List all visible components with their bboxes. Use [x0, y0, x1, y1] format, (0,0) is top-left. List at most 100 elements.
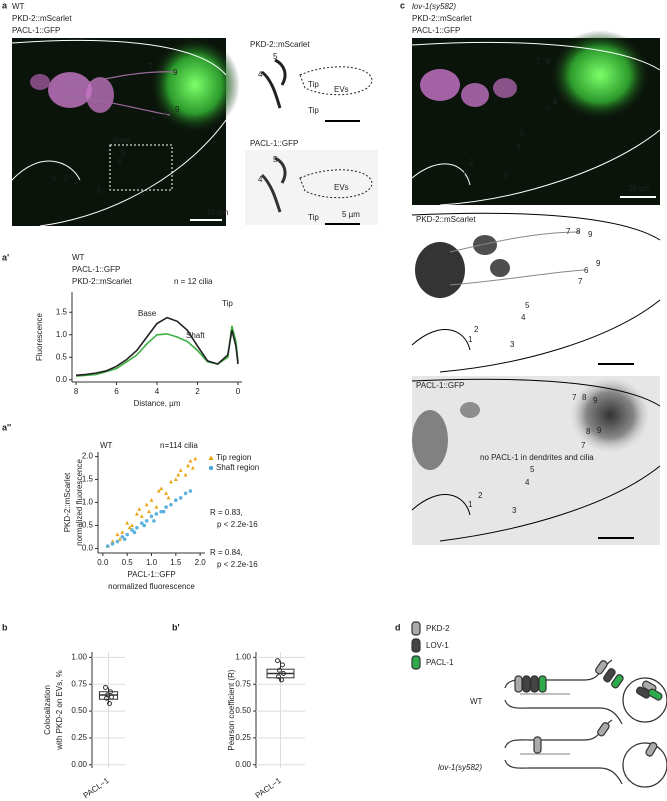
- image-caption: PKD-2::mScarlet: [12, 14, 72, 23]
- panel-label: b': [172, 622, 180, 632]
- point: [188, 489, 193, 493]
- point: [137, 507, 142, 511]
- y-tick-label: 0.25: [71, 733, 87, 742]
- x-tick-label: 8: [74, 387, 79, 396]
- point: [117, 537, 122, 541]
- point: [120, 535, 125, 539]
- legend-label: PKD-2: [426, 624, 450, 633]
- cell-label: 8: [576, 227, 581, 236]
- point: [185, 463, 190, 468]
- cell-label: 4: [516, 142, 521, 151]
- line-series: [75, 316, 239, 377]
- panel-label: d: [395, 622, 401, 632]
- legend-swatch: [411, 655, 421, 670]
- image-title: PKD-2::mScarlet: [416, 215, 476, 224]
- legend-swatch: [411, 638, 421, 653]
- cell-label: 5: [273, 155, 278, 164]
- y-tick-label: 0.50: [235, 706, 251, 715]
- cell-label: 9: [593, 396, 598, 405]
- point: [178, 468, 183, 472]
- cell-label: 5: [525, 301, 530, 310]
- legend-label: PACL-1::GFP: [72, 265, 120, 274]
- panel-label: a': [2, 252, 9, 262]
- annotation: Tip: [308, 80, 319, 89]
- x-tick-label: 0.5: [122, 558, 134, 567]
- panel-label: b: [2, 622, 8, 632]
- x-tick-label: 0.0: [97, 558, 109, 567]
- point: [176, 472, 181, 477]
- point: [164, 491, 169, 495]
- point: [277, 667, 282, 673]
- x-tick-label: 4: [155, 387, 160, 396]
- cell-label: 3: [96, 186, 101, 195]
- annotation: Tip: [222, 299, 233, 308]
- legend-label: PACL-1: [426, 658, 454, 667]
- cell-label: 7: [545, 106, 550, 115]
- point: [159, 486, 164, 491]
- point: [132, 530, 137, 535]
- annotation: Tip: [308, 106, 319, 115]
- scale-label: 10 µm: [206, 208, 229, 217]
- cell-label: 9: [597, 426, 602, 435]
- y-tick-label: 0.0: [56, 375, 68, 384]
- point: [154, 512, 159, 516]
- x-tick-label: PACL−1: [82, 776, 112, 801]
- point: [183, 472, 188, 477]
- point: [110, 539, 115, 544]
- cell-label: 5: [273, 52, 278, 61]
- point: [147, 509, 152, 514]
- point: [152, 519, 156, 523]
- point: [125, 520, 130, 525]
- legend-label: Tip region: [216, 453, 251, 462]
- cell-label: 4: [525, 478, 530, 487]
- point: [190, 465, 195, 470]
- point: [173, 477, 178, 482]
- legend-label: PKD-2::mScarlet: [72, 277, 132, 286]
- x-axis-title: normalized fluorescence: [108, 582, 195, 591]
- annotation: Tip: [308, 213, 319, 222]
- chart-title: WT: [100, 441, 113, 450]
- scale-label: 10 µm: [628, 184, 651, 193]
- cell-label: 9: [596, 259, 601, 268]
- micrograph-c: [411, 30, 661, 545]
- point: [127, 525, 132, 530]
- cell-label: 1: [52, 174, 57, 183]
- cell-label: 1: [468, 500, 473, 509]
- y-tick-label: 0.00: [71, 760, 87, 769]
- cell-label: 3: [512, 506, 517, 515]
- cell-label: 7: [536, 57, 541, 66]
- cell-label: 7: [566, 227, 571, 236]
- point: [139, 514, 144, 518]
- y-tick-label: 1.00: [235, 652, 251, 661]
- cell-label: 8: [582, 393, 587, 402]
- line-series: [75, 325, 239, 377]
- point: [120, 530, 125, 534]
- y-tick-label: 0.5: [56, 352, 68, 361]
- y-tick-label: 0.25: [235, 733, 251, 742]
- row-label: lov-1(sy582): [438, 763, 482, 772]
- point: [275, 658, 280, 664]
- image-caption: PKD-2::mScarlet: [412, 14, 472, 23]
- point: [193, 456, 198, 461]
- point: [142, 523, 147, 528]
- annotation: Base: [138, 309, 157, 318]
- inset-label: Inset: [113, 136, 131, 145]
- stat-label: p < 2.2e-16: [217, 560, 258, 569]
- y-axis-title: Fluorescence: [35, 312, 44, 361]
- cell-label: 9: [175, 105, 180, 114]
- legend-swatch: [411, 621, 421, 636]
- image-title: PACL-1::GFP: [416, 381, 464, 390]
- cell-label: 6: [584, 266, 589, 275]
- cell-label: 4: [117, 157, 122, 166]
- point: [139, 521, 144, 525]
- diagram: [411, 621, 667, 788]
- point: [134, 511, 139, 516]
- cell-label: 4: [521, 313, 526, 322]
- point: [105, 544, 110, 548]
- y-axis-title: PKD-2::mScarlet: [63, 472, 72, 532]
- point: [168, 479, 173, 484]
- panel-label: c: [400, 0, 405, 10]
- legend-marker: [208, 465, 214, 471]
- cell-label: 7: [148, 62, 153, 71]
- y-tick-label: 0.75: [235, 679, 251, 688]
